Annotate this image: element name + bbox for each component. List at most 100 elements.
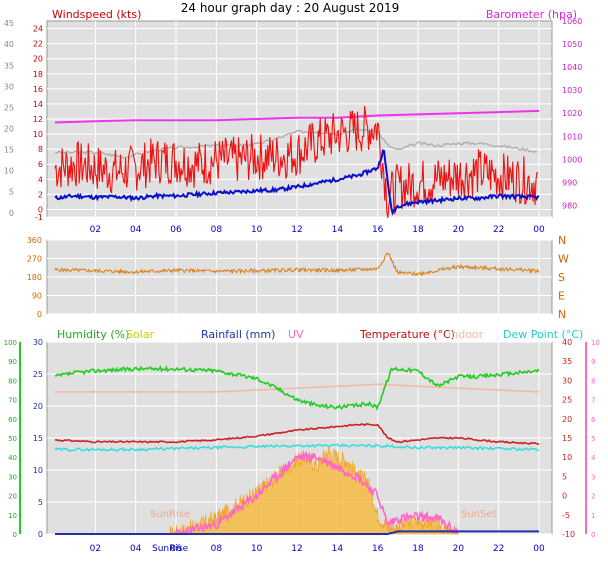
windspeed-tick-label: 4 xyxy=(38,175,43,184)
legend-solar: Solar xyxy=(126,328,155,341)
rain-tick-label: 30 xyxy=(33,338,43,347)
time-tick-label: 10 xyxy=(251,225,263,235)
rain-tick-label: 20 xyxy=(33,402,43,411)
uv-tick-label: 10 xyxy=(591,339,600,347)
temperature-tick-label: 10 xyxy=(562,453,572,462)
temperature-tick-label: 20 xyxy=(562,415,572,424)
humidity-tick-label: 90 xyxy=(8,358,17,366)
gust-tick-label: 5 xyxy=(9,188,14,197)
sunrise-axis-label: SunRise xyxy=(152,544,189,554)
uv-tick-label: 0 xyxy=(591,531,595,539)
series-temperature-line xyxy=(54,423,540,446)
time-tick-label: 14 xyxy=(332,544,344,554)
time-tick-label: 22 xyxy=(493,225,504,235)
barometer-tick-label: 1030 xyxy=(562,86,582,95)
gust-tick-label: 0 xyxy=(9,209,14,218)
gust-tick-label: 15 xyxy=(4,146,14,155)
temperature-tick-label: 35 xyxy=(562,357,572,366)
barometer-tick-label: 980 xyxy=(562,202,577,211)
rain-tick-label: 10 xyxy=(33,466,43,475)
windspeed-tick-label: 22 xyxy=(33,40,43,49)
barometer-tick-label: 1040 xyxy=(562,63,582,72)
temperature-tick-label: 25 xyxy=(562,396,572,405)
time-tick-label: 20 xyxy=(453,225,465,235)
time-tick-label: 00 xyxy=(533,544,545,554)
legend-dewpoint: Dew Point (°C) xyxy=(503,328,583,341)
barometer-tick-label: 1060 xyxy=(562,17,582,26)
humidity-tick-label: 20 xyxy=(8,493,17,501)
barometer-tick-label: 1020 xyxy=(562,109,582,118)
rain-tick-label: 25 xyxy=(33,370,43,379)
temperature-tick-label: 40 xyxy=(562,338,572,347)
compass-tick-label: W xyxy=(558,253,569,266)
windspeed-tick-label: 2 xyxy=(38,190,43,199)
windspeed-tick-label: -1 xyxy=(35,213,43,222)
legend-rainfall: Rainfall (mm) xyxy=(201,328,275,341)
windspeed-tick-label: 0 xyxy=(38,206,43,215)
time-tick-label: 18 xyxy=(412,225,424,235)
barometer-tick-label: 990 xyxy=(562,178,577,187)
time-tick-label: 18 xyxy=(412,544,424,554)
time-tick-label: 04 xyxy=(130,225,142,235)
series-baro2-line xyxy=(54,128,538,159)
legend-humidity: Humidity (%) xyxy=(57,328,129,341)
barometer-tick-label: 1010 xyxy=(562,132,582,141)
rain-tick-label: 0 xyxy=(38,530,43,539)
temperature-tick-label: 5 xyxy=(562,472,567,481)
barometer-tick-label: 1000 xyxy=(562,155,582,164)
time-tick-label: 02 xyxy=(90,544,101,554)
windspeed-axis-title: Windspeed (kts) xyxy=(52,8,141,21)
series-windspeed-line xyxy=(54,105,539,219)
uv-tick-label: 2 xyxy=(591,493,595,501)
barometer-axis-title: Barometer (hpa) xyxy=(486,8,577,21)
windspeed-tick-label: 12 xyxy=(33,115,43,124)
sunset-label: SunSet xyxy=(461,509,497,520)
gust-tick-label: 35 xyxy=(4,61,14,70)
time-tick-label: 10 xyxy=(251,544,263,554)
windspeed-tick-label: 16 xyxy=(33,85,43,94)
windspeed-tick-label: 10 xyxy=(33,130,43,139)
series-rainfall-line xyxy=(55,530,539,535)
humidity-tick-label: 40 xyxy=(8,454,17,462)
legend-indoor: Indoor xyxy=(448,328,484,341)
gust-tick-label: 30 xyxy=(4,82,14,91)
gust-tick-label: 45 xyxy=(4,19,14,28)
series-dewpoint-line xyxy=(54,443,540,452)
time-tick-label: 06 xyxy=(170,225,182,235)
windspeed-tick-label: 8 xyxy=(38,145,43,154)
humidity-tick-label: 60 xyxy=(8,416,17,424)
compass-tick-label: E xyxy=(558,290,565,303)
windspeed-tick-label: 14 xyxy=(33,100,43,109)
time-tick-label: 06 xyxy=(170,544,182,554)
temperature-tick-label: 15 xyxy=(562,434,572,443)
uv-tick-label: 9 xyxy=(591,358,595,366)
humidity-tick-label: 30 xyxy=(8,473,17,481)
windspeed-tick-label: 6 xyxy=(38,160,43,169)
direction-tick-label: 270 xyxy=(27,255,42,264)
legend-uv: UV xyxy=(288,328,304,341)
compass-tick-label: S xyxy=(558,271,565,284)
humidity-tick-label: 0 xyxy=(13,531,17,539)
windspeed-tick-label: 18 xyxy=(33,70,43,79)
time-tick-label: 08 xyxy=(211,544,223,554)
series-uv-line xyxy=(175,450,459,536)
time-tick-label: 04 xyxy=(130,544,142,554)
rain-tick-label: 5 xyxy=(38,498,43,507)
uv-tick-label: 5 xyxy=(591,435,595,443)
uv-tick-label: 4 xyxy=(591,454,596,462)
temperature-tick-label: -5 xyxy=(562,511,570,520)
temperature-tick-label: 30 xyxy=(562,376,572,385)
windspeed-tick-label: 24 xyxy=(33,25,43,34)
uv-tick-label: 1 xyxy=(591,512,595,520)
humidity-tick-label: 100 xyxy=(4,339,17,347)
series-solar-area xyxy=(169,446,459,535)
time-tick-label: 16 xyxy=(372,225,384,235)
direction-tick-label: 180 xyxy=(27,273,42,282)
time-tick-label: 08 xyxy=(211,225,223,235)
temperature-tick-label: 0 xyxy=(562,492,567,501)
windspeed-tick-label: 20 xyxy=(33,55,43,64)
gust-tick-label: 10 xyxy=(4,167,14,176)
compass-tick-label: N xyxy=(558,234,566,247)
direction-tick-label: 0 xyxy=(37,310,42,319)
